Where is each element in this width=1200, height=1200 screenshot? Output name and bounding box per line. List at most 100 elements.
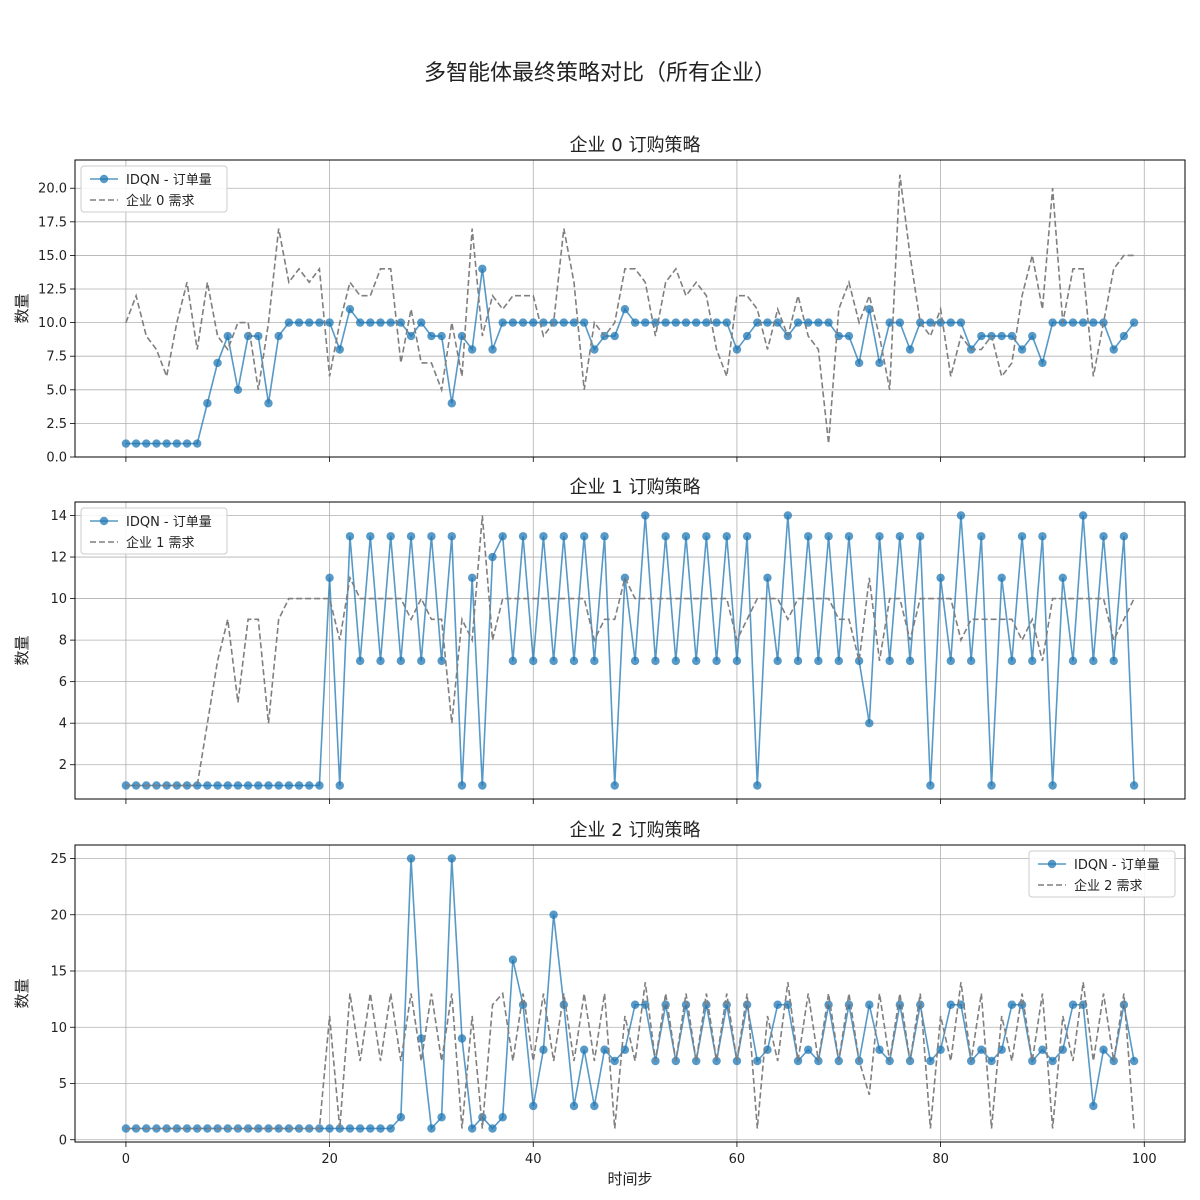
order-point [233, 781, 243, 790]
x-axis-label: 时间步 [607, 1170, 652, 1188]
order-point [590, 345, 599, 354]
order-point [610, 331, 619, 341]
order-point [396, 656, 406, 666]
order-point [773, 656, 782, 666]
order-point [977, 1045, 986, 1054]
order-point [977, 331, 986, 341]
subplots: 0.0 2.5 5.0 7.5 10.0 12.5 15.0 17.5 20.0 企业 0 订购策… [13, 135, 1186, 1167]
series-line-order [125, 858, 1135, 1131]
order-point [987, 1056, 996, 1066]
order-point [804, 532, 813, 541]
order-point [691, 656, 701, 666]
legend-order-label: IDQN - 订单量 [126, 173, 212, 188]
order-point [182, 1124, 192, 1133]
order-point [814, 656, 823, 666]
order-point [1129, 318, 1139, 327]
order-point [315, 318, 324, 327]
order-point [681, 532, 691, 541]
legend-order-marker [1047, 859, 1057, 869]
y-tick-label: 14 [50, 509, 67, 524]
order-point [681, 318, 691, 327]
order-point [1078, 511, 1088, 520]
series-line-order [125, 268, 1135, 445]
order-point [691, 318, 701, 327]
order-point [590, 656, 599, 666]
order-point [712, 656, 721, 666]
x-tick-label: 100 [1132, 1152, 1157, 1167]
order-point [121, 439, 131, 448]
order-point [844, 532, 854, 541]
order-point [345, 1124, 355, 1133]
legend-order-label: IDQN - 订单量 [126, 515, 212, 530]
order-point [427, 532, 436, 541]
series-line-demand [125, 174, 1135, 444]
y-tick-label: 20.0 [38, 182, 67, 197]
order-point [926, 781, 935, 790]
order-point [854, 358, 864, 368]
order-point [193, 1124, 202, 1133]
order-point [1129, 1056, 1139, 1066]
order-point [447, 399, 456, 408]
order-point [508, 955, 518, 964]
order-point [264, 1124, 273, 1133]
order-point [1007, 1000, 1017, 1009]
order-point [366, 1124, 375, 1133]
figure-title: 多智能体最终策略对比（所有企业） [424, 61, 776, 86]
y-tick-label: 12.5 [38, 283, 67, 298]
order-point [610, 1056, 619, 1066]
order-point [305, 781, 314, 790]
order-point [376, 1124, 385, 1133]
order-point [1099, 1045, 1108, 1054]
y-tick-label: 6 [59, 675, 67, 690]
order-point [885, 318, 894, 327]
order-point [417, 656, 426, 666]
order-point [467, 345, 477, 354]
order-point [1089, 1101, 1098, 1111]
order-point [488, 1124, 497, 1133]
order-point [335, 345, 344, 354]
order-point [284, 318, 294, 327]
order-point [702, 532, 711, 541]
order-point [315, 781, 324, 790]
y-tick-label: 8 [59, 634, 67, 649]
y-tick-label: 5 [59, 1077, 67, 1092]
order-point [793, 318, 803, 327]
order-point [131, 439, 141, 448]
order-point [1058, 573, 1067, 583]
order-point [895, 532, 905, 541]
legend-order-marker [99, 516, 109, 526]
order-point [936, 573, 945, 583]
order-point [152, 439, 161, 448]
y-tick-label: 10.0 [38, 316, 67, 331]
order-point [355, 656, 365, 666]
order-point [773, 1000, 782, 1009]
order-point [569, 1101, 579, 1111]
order-point [569, 656, 579, 666]
order-point [396, 1113, 406, 1122]
order-point [997, 573, 1006, 583]
order-point [641, 511, 650, 520]
order-point [243, 331, 253, 341]
order-point [457, 781, 467, 790]
order-point [213, 781, 222, 790]
order-point [579, 532, 589, 541]
axes-frame [74, 501, 1186, 800]
legend-demand-label: 企业 0 需求 [126, 193, 195, 209]
order-point [753, 781, 762, 790]
order-point [804, 1045, 813, 1054]
order-point [1078, 318, 1088, 327]
order-point [620, 573, 630, 583]
order-point [427, 331, 436, 341]
order-point [1089, 318, 1098, 327]
order-point [814, 318, 823, 327]
order-point [875, 532, 884, 541]
order-point [926, 1056, 935, 1066]
order-point [294, 781, 304, 790]
order-point [386, 1124, 395, 1133]
order-point [355, 1124, 365, 1133]
order-point [732, 345, 742, 354]
order-point [1017, 532, 1027, 541]
order-point [386, 532, 395, 541]
order-point [345, 532, 355, 541]
order-point [966, 656, 976, 666]
